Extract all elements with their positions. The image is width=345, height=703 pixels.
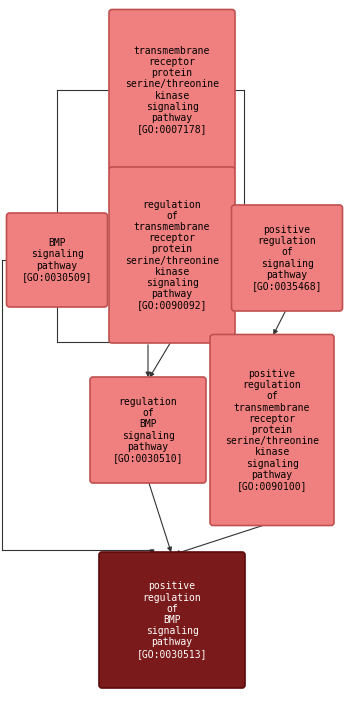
FancyBboxPatch shape <box>90 377 206 483</box>
FancyBboxPatch shape <box>109 167 235 343</box>
FancyBboxPatch shape <box>99 552 245 688</box>
Text: positive
regulation
of
signaling
pathway
[GO:0035468]: positive regulation of signaling pathway… <box>252 225 322 291</box>
Text: positive
regulation
of
BMP
signaling
pathway
[GO:0030513]: positive regulation of BMP signaling pat… <box>137 581 207 659</box>
Text: regulation
of
transmembrane
receptor
protein
serine/threonine
kinase
signaling
p: regulation of transmembrane receptor pro… <box>125 200 219 311</box>
FancyBboxPatch shape <box>231 205 343 311</box>
Text: BMP
signaling
pathway
[GO:0030509]: BMP signaling pathway [GO:0030509] <box>22 238 92 282</box>
Text: positive
regulation
of
transmembrane
receptor
protein
serine/threonine
kinase
si: positive regulation of transmembrane rec… <box>225 369 319 491</box>
Text: transmembrane
receptor
protein
serine/threonine
kinase
signaling
pathway
[GO:000: transmembrane receptor protein serine/th… <box>125 46 219 134</box>
FancyBboxPatch shape <box>109 10 235 171</box>
FancyBboxPatch shape <box>210 335 334 526</box>
Text: regulation
of
BMP
signaling
pathway
[GO:0030510]: regulation of BMP signaling pathway [GO:… <box>113 397 183 463</box>
FancyBboxPatch shape <box>7 213 108 307</box>
